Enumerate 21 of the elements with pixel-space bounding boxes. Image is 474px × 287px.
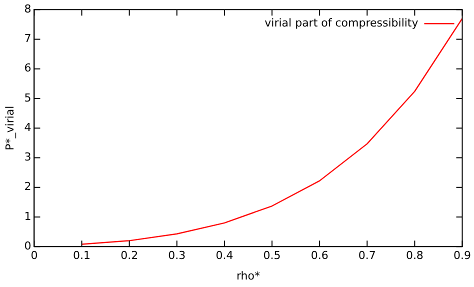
x-tick-label: 0.4 [216,249,234,262]
y-tick-label: 8 [24,2,32,16]
x-tick-label: 0.9 [454,249,472,262]
y-axis-title: P*_virial [3,106,16,150]
y-tick-label: 1 [24,210,32,223]
legend-label: virial part of compressibility [264,16,419,30]
x-tick-label: 0.3 [168,249,186,262]
y-tick-label: 2 [24,180,32,194]
y-tick-label: 7 [24,32,32,46]
y-tick-label: 6 [24,62,32,75]
y-tick-label: 0 [24,239,32,252]
x-tick-label: 0.1 [73,249,91,262]
y-tick-label: 5 [24,91,32,104]
x-tick-label: 0.7 [358,249,376,262]
y-tick-label: 3 [24,150,32,164]
x-tick-label: 0.6 [310,249,328,262]
y-tick-label: 4 [24,120,32,134]
x-tick-label: 0.8 [406,249,424,262]
x-tick-label: 0.5 [263,249,281,262]
x-axis-title: rho* [236,269,260,282]
x-tick-label: 0.2 [120,249,138,262]
